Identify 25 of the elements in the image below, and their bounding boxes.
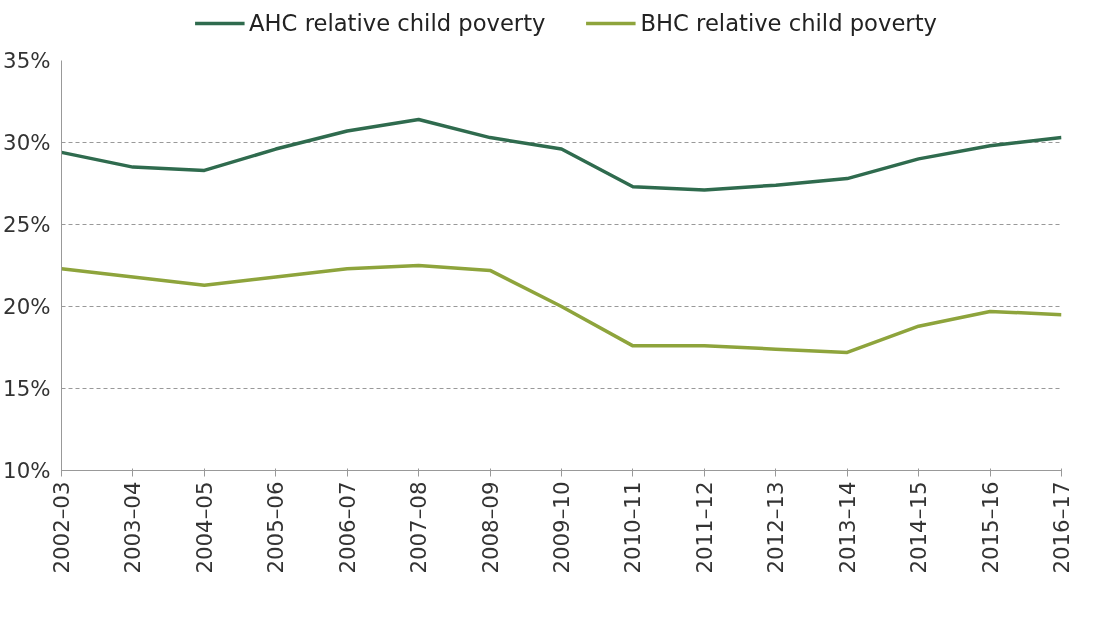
x-tick-label: 2013–14 [834, 481, 860, 574]
x-tick-label: 2016–17 [1049, 481, 1074, 574]
line-series [61, 117, 1062, 192]
legend-label: AHC relative child poverty [249, 9, 546, 36]
x-tick-label: 2010–11 [620, 481, 646, 574]
x-tick-label: 2014–15 [906, 481, 932, 574]
x-tick-label: 2015–16 [977, 481, 1003, 574]
legend-label: BHC relative child poverty [640, 9, 937, 36]
x-tick-label: 2004–05 [191, 481, 217, 574]
line-series [61, 263, 1062, 355]
x-tick-label: 2002–03 [49, 481, 74, 574]
x-tick-label: 2008–09 [477, 481, 503, 574]
y-tick-label: 20% [3, 294, 51, 319]
y-tick-label: 25% [3, 212, 51, 237]
y-tick-label: 30% [3, 130, 51, 155]
x-tick-label: 2005–06 [263, 481, 289, 574]
x-tick-label: 2012–13 [763, 481, 789, 574]
y-tick-label: 15% [3, 376, 51, 401]
x-tick-label: 2011–12 [691, 481, 717, 574]
y-tick-label: 35% [3, 48, 51, 73]
x-tick-label: 2007–08 [406, 481, 432, 574]
y-tick-label: 10% [3, 458, 51, 483]
x-tick-label: 2006–07 [334, 481, 360, 574]
x-tick-label: 2009–10 [549, 481, 574, 574]
x-tick-label: 2003–04 [120, 481, 146, 574]
